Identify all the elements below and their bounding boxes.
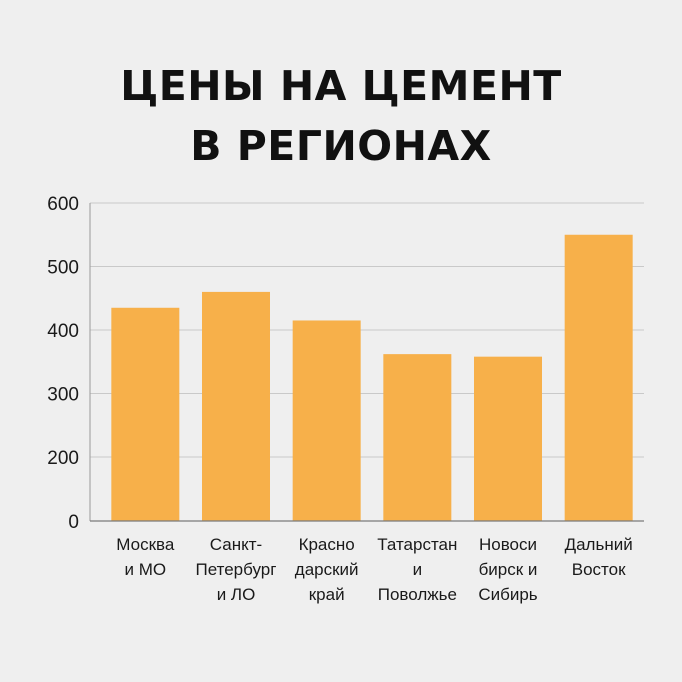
bar (383, 354, 452, 521)
bar (202, 291, 270, 521)
bar (292, 320, 361, 521)
y-tick-label: 200 (47, 448, 79, 469)
y-tick-label: 600 (47, 194, 79, 215)
category-label: Татарстан и Поволжье (377, 535, 457, 604)
bar (474, 356, 542, 521)
chart-title-line-1: ЦЕНЫ НА ЦЕМЕНТ (120, 62, 562, 110)
y-tick-label: 400 (47, 321, 79, 342)
y-tick-label: 500 (47, 258, 79, 279)
y-tick-label: 0 (68, 512, 79, 533)
bars (111, 234, 633, 521)
bar (564, 234, 633, 521)
category-label: Москва и МО (116, 535, 175, 579)
chart-title-line-2: В РЕГИОНАХ (190, 122, 492, 170)
bar (111, 307, 180, 521)
category-label: Санкт-Петербург и ЛО (196, 535, 277, 604)
y-tick-label: 300 (47, 385, 79, 406)
axes (89, 203, 644, 522)
y-tick-labels: 0 200 300 400 500 600 (47, 194, 79, 533)
category-label: Новоси бирск и Сибирь (478, 535, 537, 604)
chart-title: ЦЕНЫ НА ЦЕМЕНТ В РЕГИОНАХ (0, 56, 682, 176)
grid-lines (90, 202, 644, 458)
category-labels: Москва и МО Санкт-Петербург и ЛО Красно дарск… (116, 535, 632, 604)
category-label: Красно дарский край (295, 535, 359, 604)
category-label: Дальний Восток (565, 535, 633, 579)
